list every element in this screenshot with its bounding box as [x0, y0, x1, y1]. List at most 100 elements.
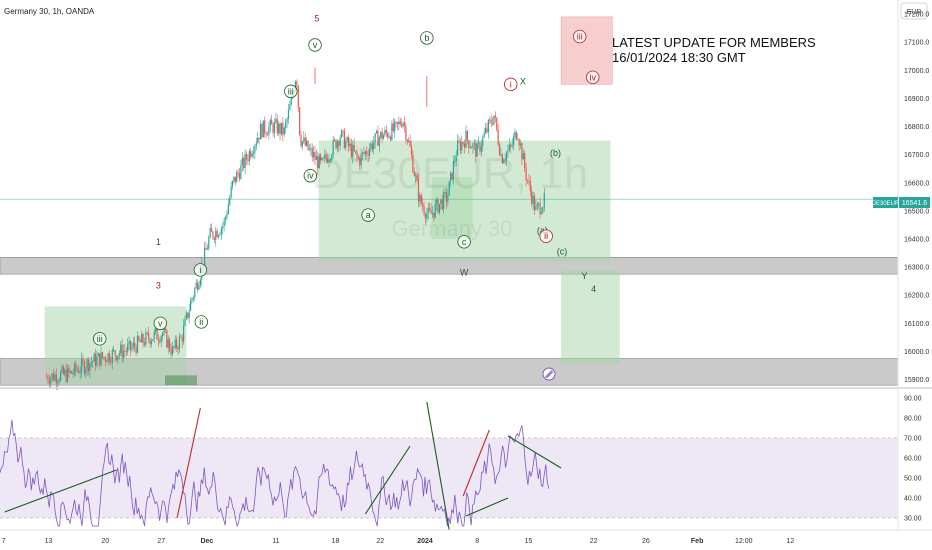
- candle-body: [89, 363, 91, 372]
- candle-body: [515, 131, 517, 140]
- candle-body: [535, 206, 537, 211]
- candle-body: [296, 81, 298, 86]
- drawing-tool-icon[interactable]: [542, 367, 556, 381]
- candle-body: [382, 135, 385, 140]
- price-axis[interactable]: 17200.0 17100.0 17000.0 16900.0 16800.0 16700…: [904, 12, 929, 385]
- update-note-line1: LATEST UPDATE FOR MEMBERS: [612, 35, 816, 50]
- candle-body: [498, 144, 501, 156]
- candle-body: [57, 381, 59, 384]
- candle-body: [399, 121, 401, 125]
- candle-body: [420, 195, 422, 204]
- candle-body: [491, 123, 494, 125]
- candle-body: [192, 297, 194, 299]
- candle-body: [86, 359, 88, 370]
- candle-body: [402, 122, 404, 127]
- candle-body: [505, 152, 508, 160]
- candle-body: [459, 142, 462, 151]
- candle-body: [419, 195, 421, 202]
- candle-body: [220, 228, 222, 235]
- currency-button[interactable]: [900, 2, 928, 20]
- price-tick-label: 16500.0: [904, 208, 929, 215]
- candle-body: [183, 325, 185, 342]
- candle-body: [424, 214, 427, 219]
- candle-body: [217, 235, 220, 238]
- candle-body: [238, 173, 241, 180]
- candle-body: [152, 339, 154, 341]
- wave-label-circle: [308, 38, 322, 52]
- candle-body: [241, 158, 243, 166]
- rsi-axis[interactable]: 90.00 80.00 70.00 60.00 50.00 40.00 30.00: [904, 396, 922, 523]
- candle-body: [286, 119, 288, 123]
- rsi-trend-line: [4, 469, 117, 513]
- price-tick-label: 16200.0: [904, 293, 929, 300]
- candle-body: [392, 123, 394, 132]
- candle-body: [141, 334, 143, 343]
- wave-label: iii: [288, 86, 294, 96]
- candle-body: [430, 210, 432, 214]
- candle-body: [146, 332, 148, 334]
- candle-body: [387, 133, 389, 138]
- candle-body: [444, 192, 446, 193]
- candle-body: [58, 380, 60, 382]
- candle-body: [167, 339, 169, 348]
- currency-label: EUR: [907, 9, 922, 16]
- candle-body: [216, 230, 218, 238]
- price-tick-label: 15900.0: [904, 377, 929, 384]
- candle-body: [406, 139, 408, 142]
- wave-label: (b): [550, 148, 561, 158]
- candle-body: [395, 121, 397, 123]
- wave-label: i: [510, 79, 512, 89]
- candle-body: [108, 353, 111, 362]
- candle-body: [377, 130, 379, 146]
- candle-body: [46, 376, 48, 378]
- candle-body: [512, 137, 515, 146]
- candle-body: [528, 180, 530, 182]
- candle-body: [94, 353, 97, 366]
- candle-body: [262, 120, 264, 138]
- candle-body: [443, 192, 445, 210]
- candle-body: [209, 228, 211, 238]
- candle-body: [104, 357, 106, 361]
- candle-body: [142, 334, 144, 343]
- candle-body: [138, 336, 140, 341]
- candle-body: [466, 130, 468, 141]
- price-tick-label: 17200.0: [904, 12, 929, 19]
- candle-body: [413, 172, 415, 176]
- candle-body: [464, 143, 466, 148]
- candle-body: [101, 352, 104, 358]
- candle-body: [237, 172, 239, 174]
- last-price-tag: [899, 197, 930, 208]
- candle-body: [55, 374, 57, 384]
- candle-body: [131, 346, 133, 350]
- candle-body: [176, 339, 178, 348]
- candle-body: [540, 211, 543, 214]
- candle-body: [250, 151, 252, 157]
- candle-body: [110, 361, 112, 363]
- candle-body: [212, 231, 214, 238]
- candle-body: [531, 190, 533, 204]
- candle-body: [328, 159, 330, 163]
- candle-body: [275, 119, 277, 123]
- candle-body: [438, 203, 441, 213]
- wave-label-circle: [539, 229, 553, 243]
- wave-label: (a): [537, 226, 548, 236]
- candle-body: [511, 145, 513, 147]
- candle-body: [294, 81, 297, 92]
- candle-body: [47, 376, 49, 381]
- price-tick-label: 16100.0: [904, 321, 929, 328]
- candle-body: [389, 136, 392, 140]
- candle-body: [259, 124, 262, 140]
- wave-label-circle: [586, 70, 600, 85]
- time-axis[interactable]: 7 13 20 27 Dec 11 18 22 2024 8 15 22 26 Feb 12:00 12: [2, 538, 795, 545]
- resistance-box: [560, 16, 613, 85]
- candle-body: [155, 328, 157, 332]
- rsi-tick-label: 90.00: [904, 396, 922, 403]
- candle-body: [135, 347, 137, 353]
- candle-body: [482, 136, 484, 147]
- time-tick-label: 12:00: [735, 538, 753, 545]
- candle-body: [121, 344, 123, 358]
- candle-body: [96, 356, 98, 366]
- candle-body: [59, 372, 62, 381]
- wave-label: iii: [577, 32, 583, 42]
